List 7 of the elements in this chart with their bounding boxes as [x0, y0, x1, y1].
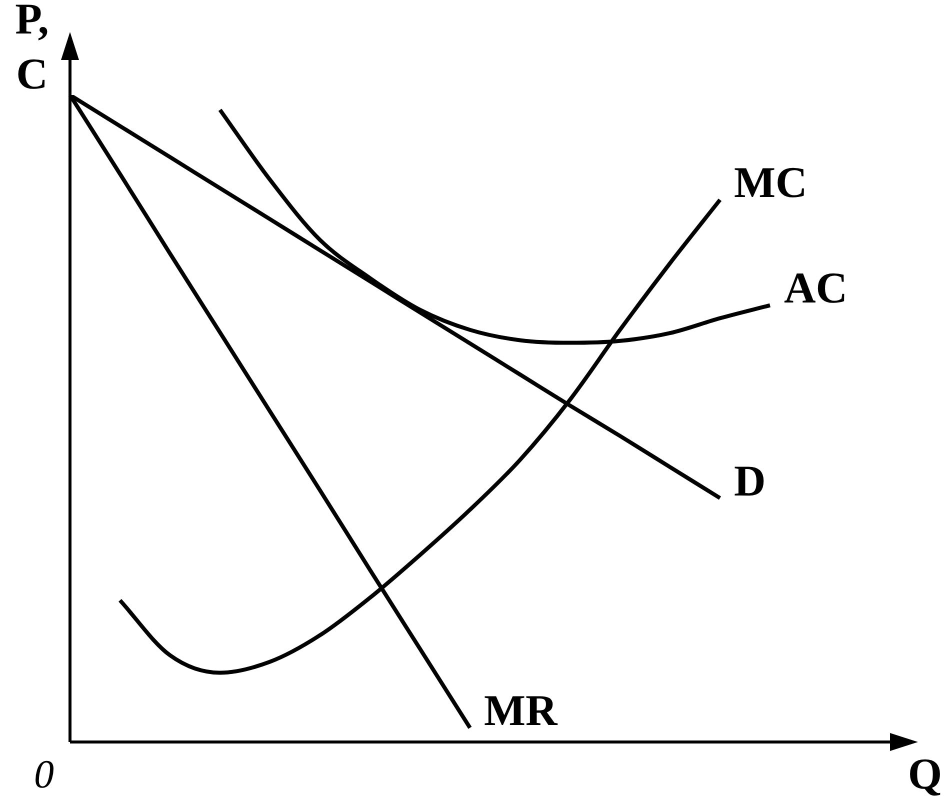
series-label: D [734, 456, 766, 506]
y-axis-title: P, C [15, 0, 49, 98]
series-label: MR [484, 686, 559, 736]
text: 0 [34, 752, 54, 797]
series-label: AC [784, 264, 848, 313]
x-axis-title: Q [908, 749, 942, 798]
series-label: MC [734, 158, 808, 208]
